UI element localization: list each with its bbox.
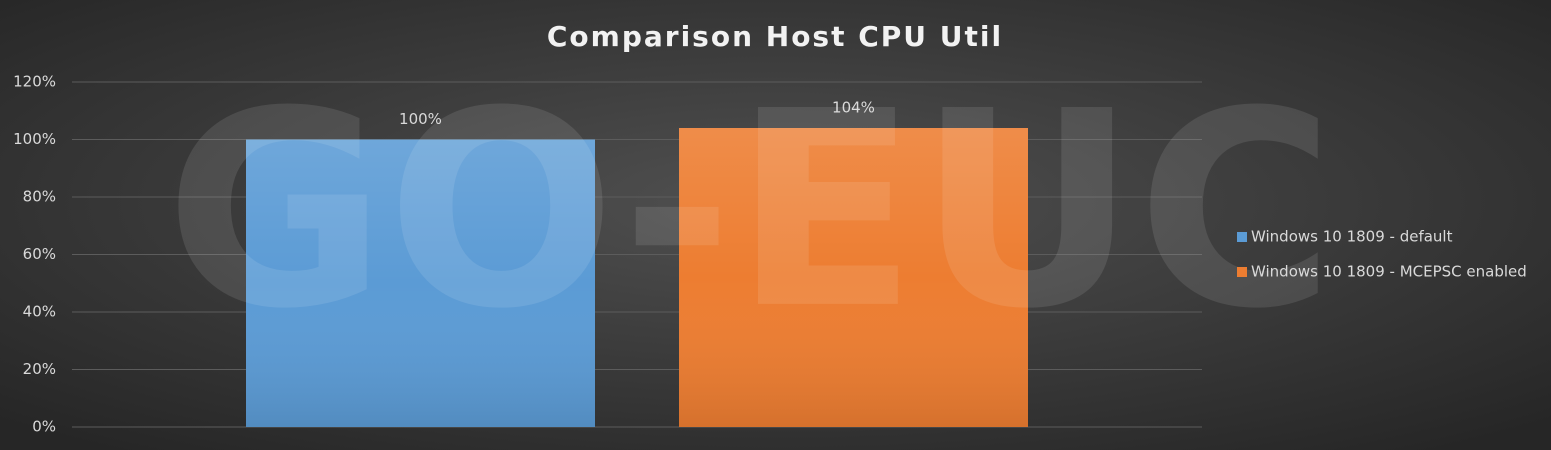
watermark: GO-EUC [165, 53, 1335, 368]
y-tick-label: 120% [13, 73, 56, 91]
y-tick-label: 40% [23, 303, 56, 321]
y-tick-label: 20% [23, 360, 56, 378]
legend-swatch [1237, 232, 1247, 242]
y-tick-label: 80% [23, 188, 56, 206]
legend-label: Windows 10 1809 - default [1251, 228, 1453, 246]
data-label: 100% [399, 110, 442, 128]
bar-shade [679, 128, 1028, 427]
chart-title: Comparison Host CPU Util [547, 20, 1003, 53]
bar-shade [246, 139, 595, 427]
legend-label: Windows 10 1809 - MCEPSC enabled [1251, 263, 1527, 281]
y-tick-label: 60% [23, 245, 56, 263]
y-tick-label: 0% [32, 418, 56, 436]
data-label: 104% [832, 99, 875, 117]
y-tick-label: 100% [13, 130, 56, 148]
legend-swatch [1237, 267, 1247, 277]
